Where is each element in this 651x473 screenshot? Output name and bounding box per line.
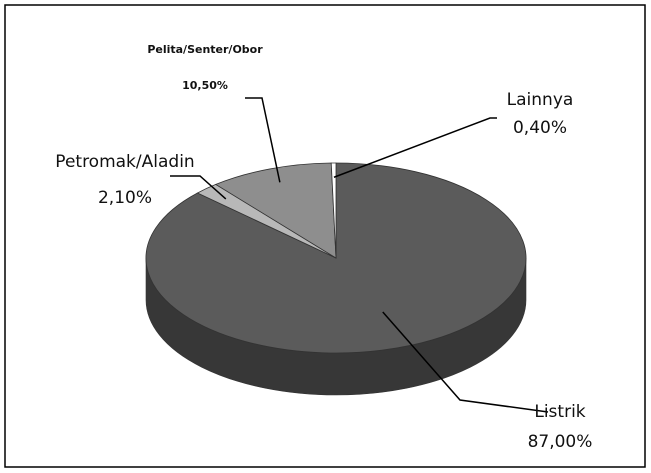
category-label: Lainnya (507, 90, 574, 110)
leader-line (382, 311, 549, 413)
leader-line (333, 117, 497, 178)
pie-slice (214, 162, 337, 259)
value-label: 87,00% (528, 432, 593, 452)
category-label: Petromak/Aladin (55, 152, 194, 172)
value-label: 10,50% (182, 79, 228, 92)
value-label: 0,40% (513, 118, 567, 138)
value-label: 2,10% (98, 188, 152, 208)
category-label: Listrik (534, 402, 585, 422)
leader-line (245, 97, 281, 183)
leader-line (170, 175, 227, 200)
category-label: Pelita/Senter/Obor (147, 43, 263, 56)
pie-slice (330, 162, 337, 259)
